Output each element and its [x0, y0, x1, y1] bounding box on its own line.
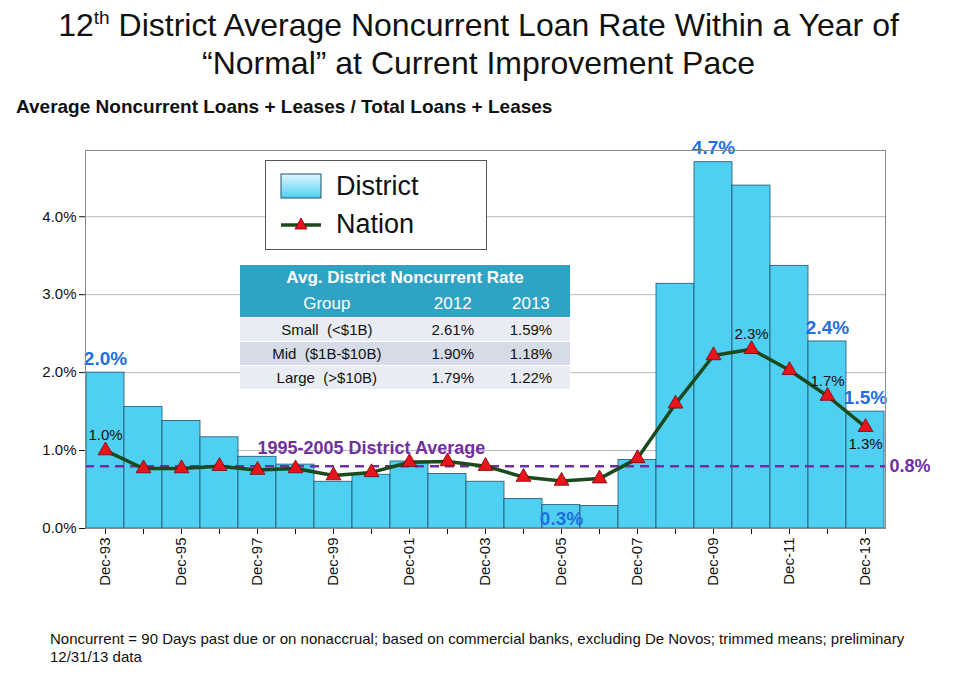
svg-text:0.3%: 0.3%	[540, 508, 583, 529]
svg-text:1.0%: 1.0%	[88, 426, 122, 443]
svg-text:Dec-03: Dec-03	[476, 538, 493, 586]
html-text:Noncurrent = 90 Days past due: Noncurrent = 90 Days past due or on nona…	[50, 630, 905, 665]
svg-text:1.5%: 1.5%	[844, 387, 887, 408]
html-text:Avg. District Noncurrent Rate: Avg. District Noncurrent Rate	[286, 268, 524, 287]
svg-text:4.7%: 4.7%	[692, 137, 735, 158]
svg-text:1.0%: 1.0%	[42, 441, 76, 458]
svg-text:Dec-01: Dec-01	[400, 538, 417, 586]
svg-text:Dec-11: Dec-11	[780, 538, 797, 585]
svg-text:Dec-99: Dec-99	[324, 538, 341, 586]
html-text:Nation: Nation	[336, 208, 414, 239]
svg-text:Dec-05: Dec-05	[552, 538, 569, 586]
html-text:Average Noncurrent Loans + Lea: Average Noncurrent Loans + Leases / Tota…	[16, 96, 553, 117]
svg-text:1.3%: 1.3%	[848, 435, 882, 452]
html-text:12thDistrict Average Noncurren: 12thDistrict Average Noncurrent Loan Rat…	[58, 7, 899, 81]
html-text:2012: 2012	[433, 294, 472, 313]
svg-text:Dec-95: Dec-95	[172, 538, 189, 586]
svg-text:Dec-93: Dec-93	[96, 538, 113, 586]
html-text:1.90%: 1.90%	[431, 345, 474, 362]
svg-text:1.7%: 1.7%	[810, 372, 844, 389]
svg-text:Dec-07: Dec-07	[628, 538, 645, 586]
svg-text:1995-2005 District Average: 1995-2005 District Average	[258, 438, 486, 458]
html-text:1.59%: 1.59%	[509, 321, 553, 338]
svg-text:0.8%: 0.8%	[890, 456, 931, 476]
svg-text:0.0%: 0.0%	[42, 519, 76, 536]
svg-text:2.4%: 2.4%	[806, 317, 849, 338]
html-text:2.61%: 2.61%	[431, 321, 474, 338]
svg-text:3.0%: 3.0%	[42, 285, 76, 302]
html-text:Mid ($1B-$10B): Mid ($1B-$10B)	[272, 345, 382, 362]
svg-text:Dec-97: Dec-97	[248, 538, 265, 586]
html-text:1.22%: 1.22%	[509, 369, 553, 386]
svg-text:2.0%: 2.0%	[84, 348, 127, 369]
html-text:1.18%: 1.18%	[509, 345, 553, 362]
html-text:District: District	[336, 170, 419, 201]
html-text:Group: Group	[303, 294, 351, 313]
html-text:Large (>$10B): Large (>$10B)	[276, 369, 378, 386]
html-text:Small (<$1B): Small (<$1B)	[281, 321, 373, 338]
svg-text:Dec-13: Dec-13	[856, 538, 873, 586]
svg-text:2.0%: 2.0%	[42, 363, 76, 380]
html-text:2013: 2013	[512, 294, 550, 313]
svg-text:4.0%: 4.0%	[42, 208, 76, 225]
svg-text:Dec-09: Dec-09	[704, 538, 721, 586]
html-text:1.79%: 1.79%	[431, 369, 474, 386]
svg-text:2.3%: 2.3%	[734, 325, 768, 342]
